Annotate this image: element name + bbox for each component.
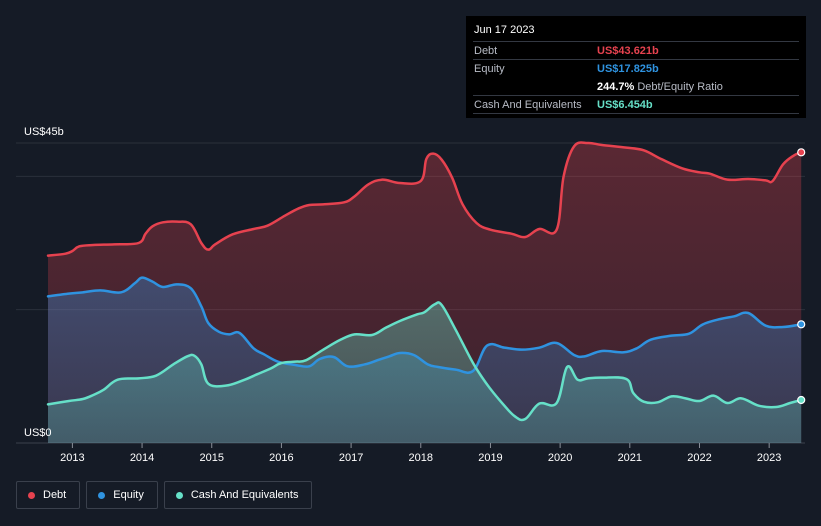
chart-legend: Debt Equity Cash And Equivalents bbox=[16, 481, 313, 509]
hover-tooltip: Jun 17 2023 Debt US$43.621b Equity US$17… bbox=[466, 16, 806, 118]
cash-line bbox=[46, 301, 803, 422]
equity-dot-icon bbox=[98, 491, 106, 499]
tooltip-cash-value: US$6.454b bbox=[597, 98, 653, 111]
tooltip-date: Jun 17 2023 bbox=[474, 24, 535, 36]
tooltip-row-debt: Debt US$43.621b bbox=[473, 41, 799, 59]
equity-line bbox=[46, 276, 803, 374]
legend-debt-label: Debt bbox=[43, 489, 67, 501]
legend-item-debt[interactable]: Debt bbox=[16, 481, 81, 509]
series-areas bbox=[48, 142, 802, 443]
tooltip-ratio-value: 244.7% bbox=[597, 80, 635, 93]
x-tick-label-2014: 2014 bbox=[130, 452, 154, 464]
tooltip-row-cash: Cash And Equivalents US$6.454b bbox=[473, 95, 799, 114]
x-tick-label-2023: 2023 bbox=[757, 452, 781, 464]
tooltip-equity-label: Equity bbox=[474, 62, 505, 75]
x-tick-label-2013: 2013 bbox=[60, 452, 84, 464]
tooltip-debt-value: US$43.621b bbox=[597, 44, 659, 57]
debt-dot-icon bbox=[28, 491, 35, 499]
x-tick-label-2021: 2021 bbox=[618, 452, 642, 464]
tooltip-row-equity: Equity US$17.825b bbox=[473, 59, 799, 77]
debt-end-marker bbox=[797, 148, 806, 157]
cash-end-marker bbox=[797, 395, 806, 405]
cash-area bbox=[48, 302, 802, 443]
tooltip-ratio-label: Debt/Equity Ratio bbox=[637, 80, 723, 93]
legend-equity-label: Equity bbox=[113, 489, 144, 501]
y-axis-bottom-label: US$0 bbox=[24, 427, 52, 439]
x-tick-label-2015: 2015 bbox=[199, 452, 223, 464]
legend-item-cash[interactable]: Cash And Equivalents bbox=[163, 481, 313, 509]
y-axis-top-label: US$45b bbox=[24, 126, 64, 138]
x-tick-label-2019: 2019 bbox=[478, 452, 502, 464]
x-axis-ticks: 2013 2014 2015 2016 2017 2018 2019 2020 2021 2022… bbox=[60, 443, 781, 464]
tooltip-row-ratio: 244.7% Debt/Equity Ratio bbox=[473, 77, 799, 95]
x-tick-label-2020: 2020 bbox=[548, 452, 572, 464]
tooltip-debt-label: Debt bbox=[474, 44, 498, 57]
series-lines bbox=[46, 141, 803, 422]
legend-item-equity[interactable]: Equity bbox=[86, 481, 158, 509]
debt-line bbox=[46, 141, 803, 257]
x-tick-label-2016: 2016 bbox=[269, 452, 293, 464]
cash-dot-icon bbox=[175, 491, 183, 499]
tooltip-cash-label: Cash And Equivalents bbox=[474, 98, 582, 111]
equity-end-marker bbox=[797, 320, 806, 329]
x-tick-label-2022: 2022 bbox=[687, 452, 711, 464]
legend-cash-label: Cash And Equivalents bbox=[190, 489, 299, 501]
x-tick-label-2017: 2017 bbox=[339, 452, 363, 464]
tooltip-equity-value: US$17.825b bbox=[597, 62, 659, 75]
series-end-markers bbox=[797, 148, 806, 405]
x-tick-label-2018: 2018 bbox=[409, 452, 433, 464]
